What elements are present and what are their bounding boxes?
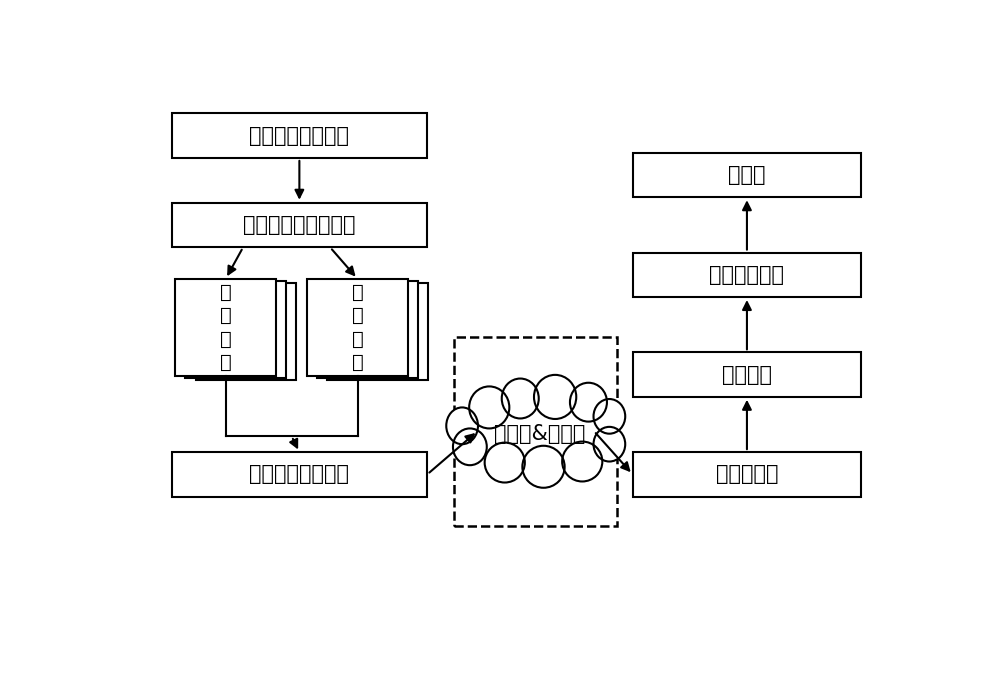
Bar [172, 452, 427, 496]
Bar [317, 281, 418, 378]
Ellipse shape [522, 446, 565, 488]
Text: 传输设备: 传输设备 [722, 365, 772, 385]
Bar [185, 281, 286, 378]
Ellipse shape [562, 441, 602, 481]
Text: 视频结构化描述模块: 视频结构化描述模块 [243, 215, 356, 235]
Bar [633, 252, 861, 297]
Text: 视频输入接口模块: 视频输入接口模块 [249, 125, 349, 146]
Bar [633, 153, 861, 197]
Bar [172, 203, 427, 248]
Ellipse shape [594, 427, 625, 462]
Ellipse shape [485, 443, 525, 483]
Ellipse shape [469, 387, 509, 428]
Ellipse shape [594, 399, 625, 434]
Ellipse shape [534, 375, 576, 419]
Bar [454, 336, 617, 526]
Bar [633, 353, 861, 397]
Bar [172, 113, 427, 158]
Bar [175, 279, 276, 376]
Bar [196, 283, 296, 380]
Ellipse shape [491, 394, 581, 468]
Ellipse shape [446, 407, 478, 444]
Text: 语
义
推
理: 语 义 推 理 [220, 282, 232, 372]
Bar [307, 279, 408, 376]
Bar [327, 283, 428, 380]
Text: 语
义
匹
配: 语 义 匹 配 [352, 282, 363, 372]
Ellipse shape [502, 379, 539, 419]
Text: 显示器: 显示器 [728, 165, 766, 185]
Ellipse shape [453, 428, 487, 465]
Text: 因特网&局域网: 因特网&局域网 [494, 424, 585, 444]
Bar [633, 452, 861, 496]
Ellipse shape [570, 383, 607, 421]
Text: 网络存储器: 网络存储器 [716, 464, 778, 484]
Text: 实时加密计算模块: 实时加密计算模块 [249, 464, 349, 484]
Text: 解密计算模块: 解密计算模块 [709, 265, 784, 285]
